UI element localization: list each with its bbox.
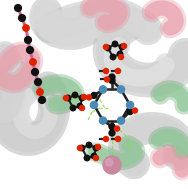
Point [115,127,118,130]
Point [111,79,114,82]
Point [24,26,27,29]
Point [33,70,36,74]
Point [17,6,20,9]
Point [128,110,131,113]
Point [111,75,114,78]
Point [114,43,117,46]
Point [133,109,136,112]
Point [121,46,124,49]
Point [118,53,121,56]
Point [71,106,74,109]
Point [92,154,96,157]
Point [36,81,39,84]
Point [86,156,89,160]
Point [92,104,96,107]
Point [117,70,120,73]
Point [32,60,35,64]
Point [87,143,90,146]
Point [102,88,105,91]
Circle shape [106,159,113,166]
Circle shape [103,156,121,174]
Point [111,125,114,128]
Point [80,146,83,149]
Point [80,97,83,100]
Point [106,46,109,50]
Point [27,39,30,42]
Point [96,146,99,149]
Point [102,119,105,122]
Point [111,132,114,135]
Point [40,98,43,101]
Point [123,44,126,47]
Point [64,97,67,100]
Point [80,106,83,109]
Point [117,137,120,140]
Point [95,146,98,149]
Point [79,146,82,149]
Point [105,46,108,49]
Point [95,156,98,160]
Point [74,94,77,97]
Point [83,95,86,98]
Point [120,88,123,91]
Point [29,49,32,52]
Point [79,105,82,108]
Point [111,56,114,59]
Point [67,97,70,100]
Point [128,104,131,107]
Point [87,96,90,99]
Point [105,78,108,81]
Point [20,16,24,19]
Point [92,94,96,97]
Point [120,56,123,59]
Point [120,119,123,122]
Point [105,70,108,73]
Point [39,91,42,94]
Point [105,137,108,140]
